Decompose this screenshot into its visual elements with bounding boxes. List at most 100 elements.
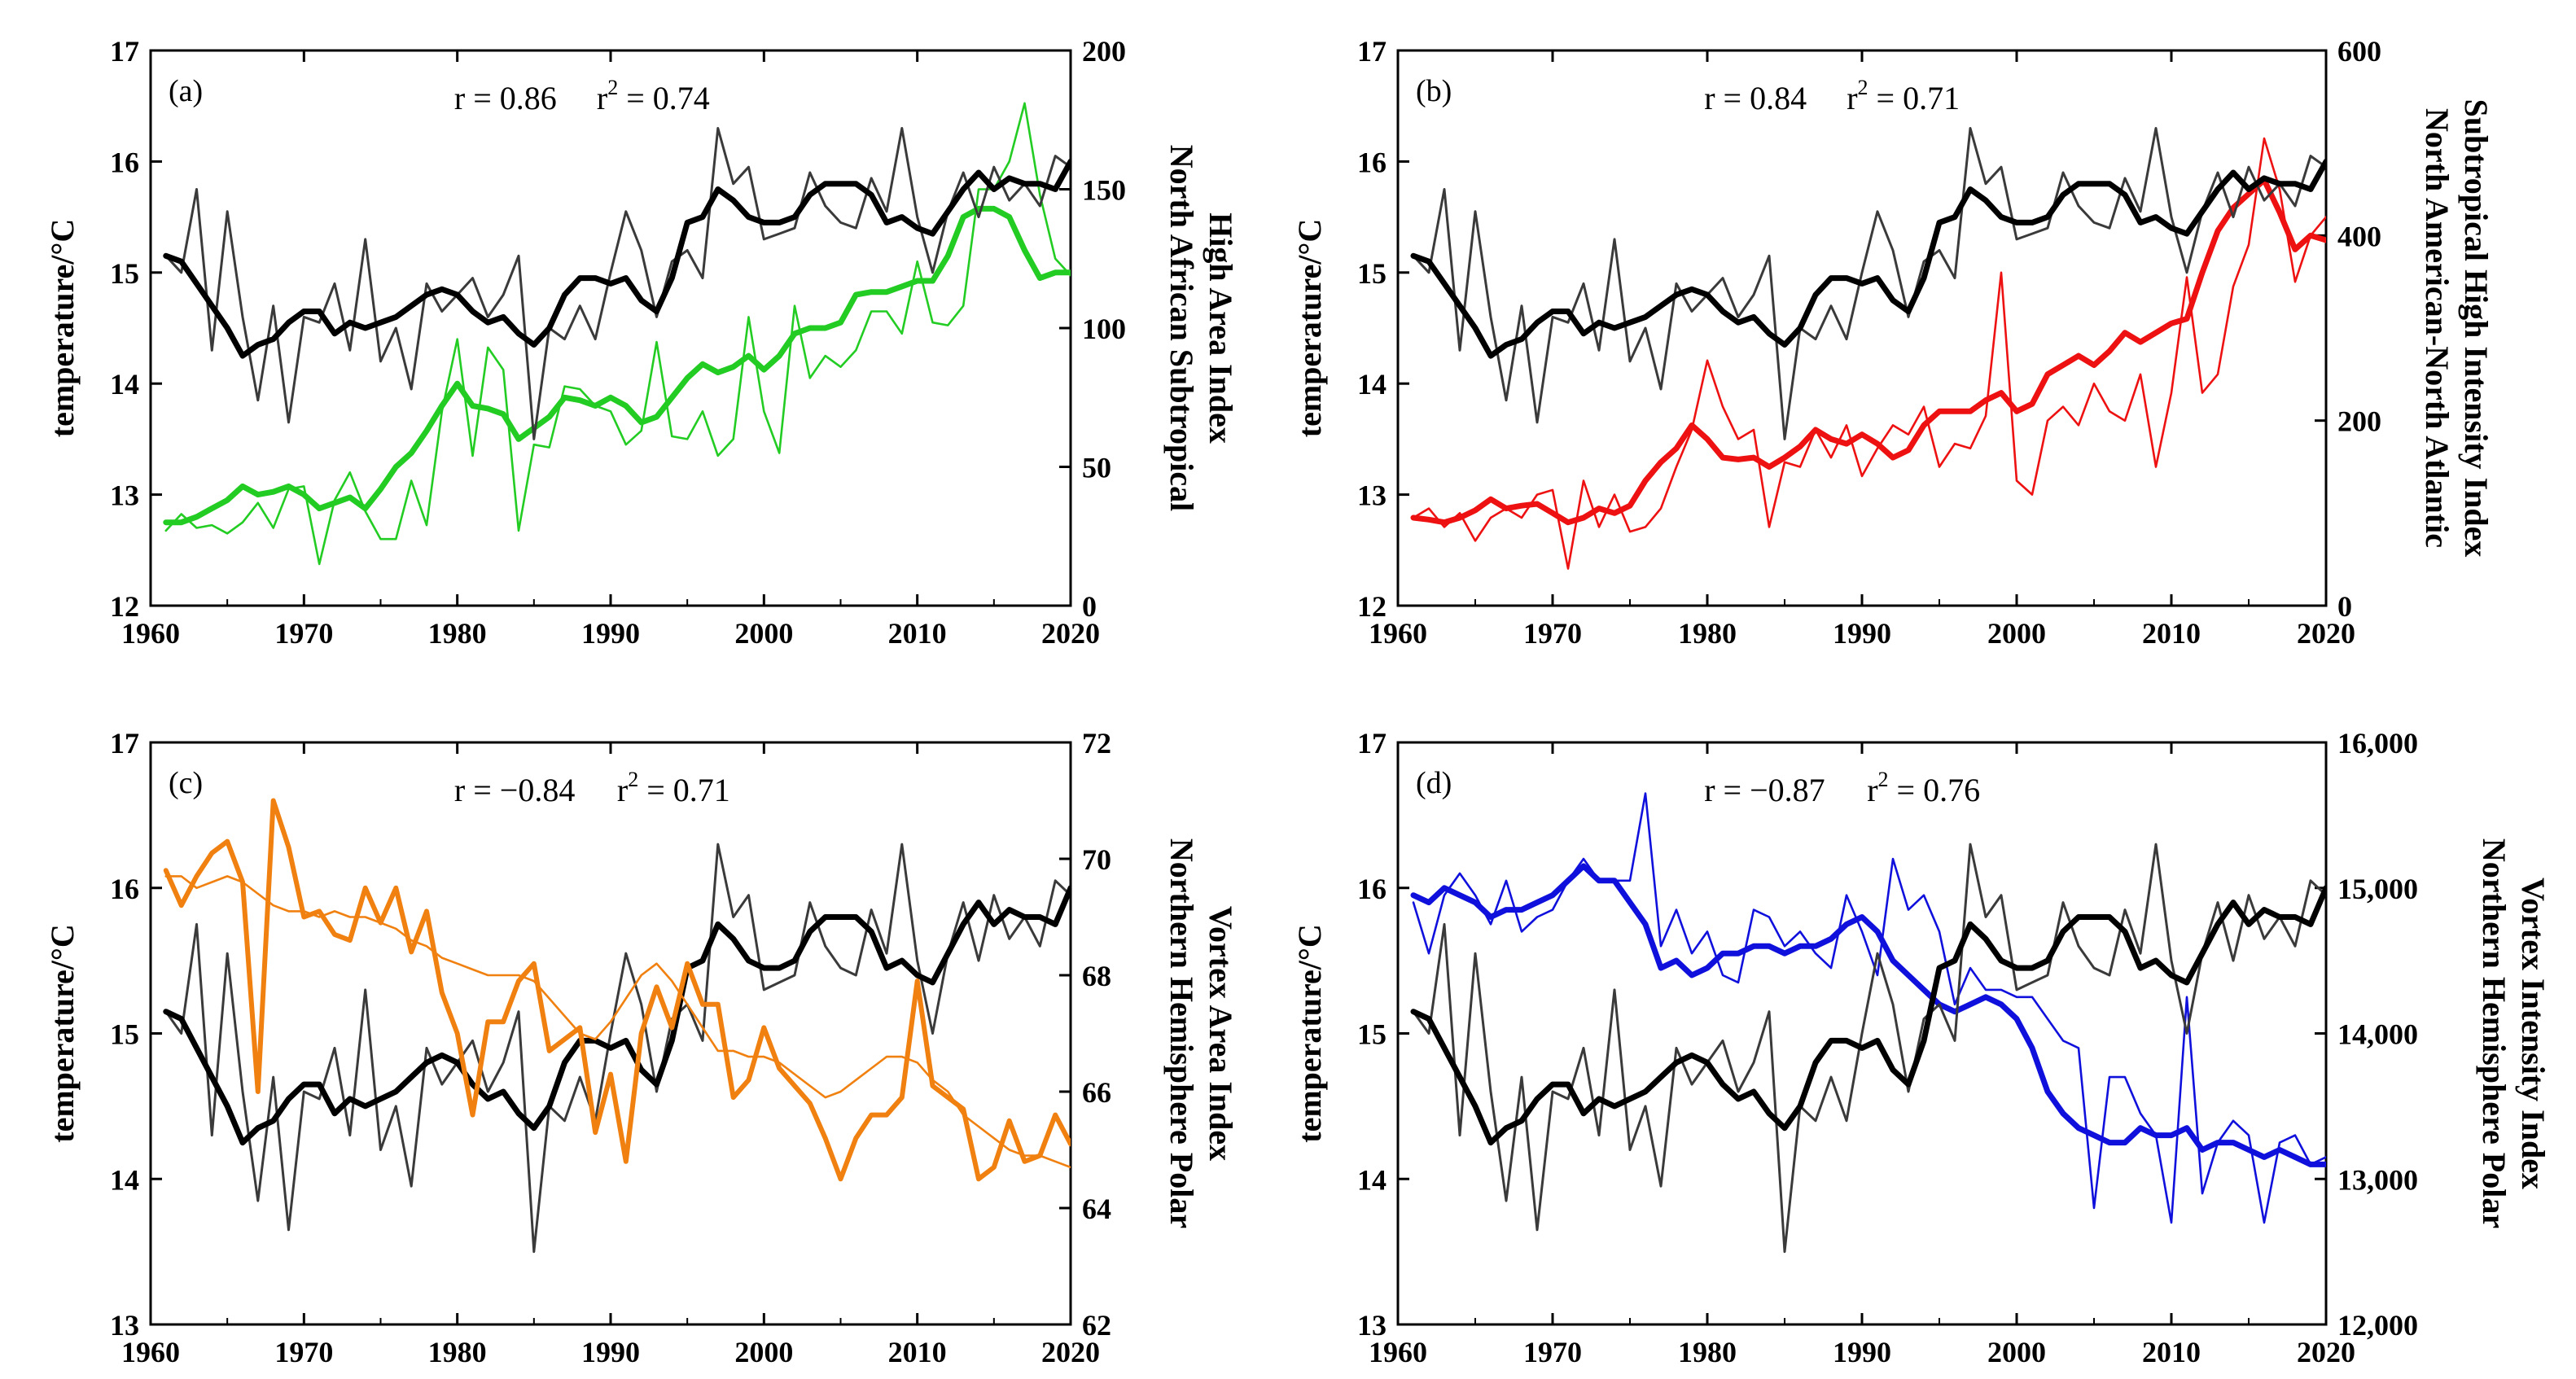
left-y-tick-label: 16 (1357, 873, 1387, 905)
panel-a: 1960 1970 1980 1990 2000 2010 2020121314151617… (44, 35, 1239, 650)
r2-letter: r (597, 80, 607, 116)
r2-number: = 0.71 (1868, 80, 1960, 116)
panel-d: 1960 1970 1980 1990 2000 2010 2020 13 14 15 16 17 12… (1291, 727, 2552, 1368)
x-tick-label: 1990 (581, 617, 640, 650)
right-y-tick-label: 50 (1082, 452, 1111, 484)
left-y-tick-label: 15 (110, 1018, 139, 1051)
x-tick-label: 1980 (1678, 1336, 1737, 1368)
left-y-tick-label: 13 (1357, 1309, 1387, 1342)
r2-letter: r (1867, 772, 1877, 808)
r2-number: = 0.76 (1889, 772, 1981, 808)
right-y-tick-label: 66 (1082, 1076, 1111, 1109)
right-y-tick-label: 100 (1082, 313, 1126, 345)
r2-number: = 0.71 (638, 772, 730, 808)
left-y-tick-label: 14 (110, 368, 139, 401)
left-y-tick-label: 13 (110, 479, 139, 512)
series-group (1410, 792, 2326, 1254)
series-line-temperature-smoothed (1410, 885, 2326, 1146)
right-y-tick-label: 62 (1082, 1309, 1111, 1342)
panel-tag: (c) (169, 766, 203, 800)
series-line-temperature-smoothed (1410, 158, 2326, 359)
r-value: r = −0.87 (1704, 772, 1825, 808)
series-line-northern-hemisphere-polar-vortex-area-index-raw (163, 798, 1071, 1182)
left-y-tick-label: 12 (110, 590, 139, 623)
left-axis-title: temperature/°C (44, 219, 81, 438)
x-tick-label: 1960 (1369, 617, 1427, 650)
x-tick-label: 2000 (1987, 617, 2046, 650)
r2-number: = 0.74 (618, 80, 710, 116)
x-tick-label: 1980 (1678, 617, 1737, 650)
left-y-tick-label: 14 (110, 1163, 139, 1196)
right-y-tick-label: 600 (2337, 35, 2381, 68)
left-y-tick-label: 15 (1357, 257, 1387, 290)
r2-value: r2 = 0.76 (1867, 768, 1980, 808)
x-tick-label: 2000 (1987, 1336, 2046, 1368)
x-tick-label: 2010 (2142, 617, 2201, 650)
r2-exponent: 2 (607, 76, 618, 99)
right-y-tick-label: 150 (1082, 174, 1126, 207)
series-line-northern-hemisphere-polar-vortex-intensity-index-smoothed (1410, 863, 2326, 1167)
right-y-tick-label: 64 (1082, 1193, 1111, 1225)
right-y-tick-label: 68 (1082, 960, 1111, 992)
series-line-temperature-smoothed (163, 885, 1071, 1146)
left-y-tick-label: 16 (1357, 146, 1387, 178)
x-tick-label: 2010 (888, 617, 947, 650)
x-tick-label: 2020 (1041, 1336, 1100, 1368)
left-y-tick-label: 14 (1357, 368, 1387, 401)
left-y-tick-label: 13 (1357, 479, 1387, 512)
r-value: r = 0.84 (1704, 80, 1807, 116)
series-line-north-american-north-atlantic-subtropical-high-intensity-index-raw (1412, 137, 2326, 570)
panel-tag: (a) (169, 74, 203, 108)
x-tick-label: 2000 (734, 1336, 793, 1368)
right-y-tick-label: 400 (2337, 220, 2381, 252)
left-y-tick-label: 17 (1357, 727, 1387, 760)
left-y-tick-label: 13 (110, 1309, 139, 1342)
r-value: r = 0.86 (454, 80, 557, 116)
x-tick-label: 1990 (1833, 617, 1891, 650)
right-axis-title-line: Subtropical High Intensity Index (2458, 99, 2495, 558)
right-axis-title-line: High Area Index (1203, 212, 1239, 444)
series-line-north-african-subtropical-high-area-index-raw (164, 102, 1071, 566)
left-y-tick-label: 17 (1357, 35, 1387, 68)
left-y-tick-label: 15 (110, 257, 139, 290)
right-y-tick-label: 14,000 (2337, 1018, 2418, 1051)
x-tick-label: 2020 (2297, 617, 2355, 650)
r2-value: r2 = 0.71 (617, 768, 730, 808)
x-tick-label: 1990 (1833, 1336, 1891, 1368)
x-tick-label: 1990 (581, 1336, 640, 1368)
right-y-tick-label: 72 (1082, 727, 1111, 760)
left-y-tick-label: 15 (1357, 1018, 1387, 1051)
x-tick-label: 2010 (2142, 1336, 2201, 1368)
right-y-tick-label: 16,000 (2337, 727, 2418, 760)
series-line-north-african-subtropical-high-area-index-smoothed (163, 205, 1071, 526)
x-tick-label: 1970 (274, 1336, 333, 1368)
right-y-tick-label: 70 (1082, 843, 1111, 876)
right-axis-title-line: Vortex Intensity Index (2515, 878, 2552, 1189)
right-y-tick-label: 0 (1082, 590, 1097, 623)
right-y-tick-label: 0 (2337, 590, 2352, 623)
r2-exponent: 2 (1858, 76, 1868, 99)
series-line-northern-hemisphere-polar-vortex-intensity-index-raw (1412, 792, 2326, 1224)
right-axis-title-line: North American-North Atlantic (2419, 108, 2456, 548)
plot-frame (149, 49, 1072, 607)
left-y-tick-label: 14 (1357, 1163, 1387, 1196)
x-tick-label: 1960 (121, 617, 180, 650)
right-y-tick-label: 15,000 (2337, 873, 2418, 905)
series-group (163, 798, 1071, 1254)
right-axis-title-line: North African Subtropical (1163, 145, 1200, 511)
left-axis-title: temperature/°C (1291, 219, 1328, 438)
right-y-tick-label: 12,000 (2337, 1309, 2418, 1342)
r-value: r = −0.84 (454, 772, 575, 808)
r2-value: r2 = 0.71 (1847, 76, 1960, 116)
r2-letter: r (617, 772, 628, 808)
x-tick-label: 1970 (1523, 1336, 1582, 1368)
x-tick-label: 1980 (428, 1336, 487, 1368)
r2-exponent: 2 (628, 768, 638, 791)
right-axis-title-line: Northern Hemisphere Polar (1163, 838, 1200, 1228)
left-axis-title: temperature/°C (1291, 924, 1328, 1143)
x-tick-label: 1960 (1369, 1336, 1427, 1368)
left-y-tick-label: 12 (1357, 590, 1387, 623)
panel-tag: (b) (1416, 74, 1452, 108)
